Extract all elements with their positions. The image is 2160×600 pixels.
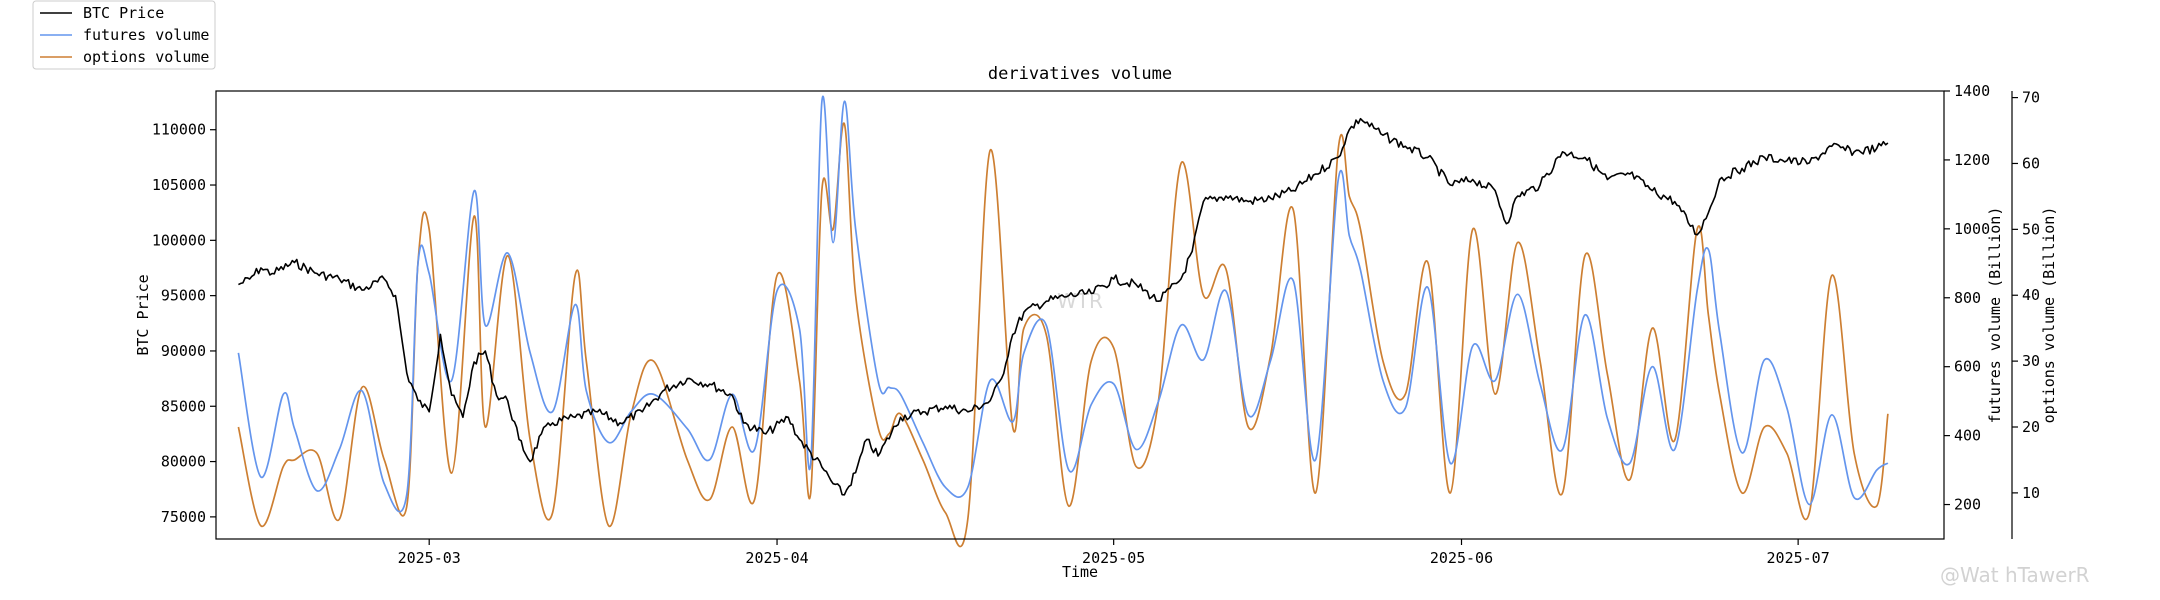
right2-tick-label: 60: [2022, 154, 2040, 172]
chart-title: derivatives volume: [988, 64, 1172, 84]
plot-lines: [237, 95, 1889, 548]
plot-frame: [215, 90, 1945, 540]
right2-tick-label: 40: [2022, 286, 2040, 304]
btc-price-line: [238, 117, 1889, 496]
right1-tick-label: 200: [1954, 496, 1981, 514]
x-tick-label: 2025-06: [1430, 549, 1493, 567]
left-tick-label: 85000: [161, 397, 206, 415]
legend-label-options: options volume: [83, 48, 209, 66]
x-tick-label: 2025-07: [1767, 549, 1830, 567]
right2-tick-label: 10: [2022, 484, 2040, 502]
x-tick-label: 2025-03: [398, 549, 461, 567]
right2-tick-label: 70: [2022, 89, 2040, 107]
right1-tick-label: 1000: [1954, 220, 1990, 238]
left-tick-label: 90000: [161, 342, 206, 360]
futures-volume-line: [237, 95, 1889, 513]
left-axis-ticks: 75000 80000 85000 90000 95000 100000 105000 110…: [152, 121, 216, 526]
left-tick-label: 80000: [161, 453, 206, 471]
watermark-corner: @Wat hTawerR: [1940, 563, 2090, 587]
right-axis-futures-ticks: 200 400 600 800 1000 1200 1400: [1944, 82, 1990, 514]
right2-tick-label: 20: [2022, 418, 2040, 436]
right2-tick-label: 50: [2022, 220, 2040, 238]
right-axis-options-label: options volume (Billion): [2040, 207, 2058, 424]
right1-tick-label: 400: [1954, 427, 1981, 445]
legend-box: [32, 0, 216, 70]
legend-label-btc: BTC Price: [83, 4, 164, 22]
right-axis-options-ticks: 10 20 30 40 50 60 70: [2012, 89, 2040, 502]
x-tick-label: 2025-05: [1082, 549, 1145, 567]
x-tick-label: 2025-04: [745, 549, 808, 567]
options-volume-line: [237, 122, 1889, 548]
left-tick-label: 100000: [152, 231, 206, 249]
right2-tick-label: 30: [2022, 352, 2040, 370]
watermark-center: WTR: [1057, 289, 1103, 313]
right1-tick-label: 1400: [1954, 82, 1990, 100]
legend: BTC Price futures volume options volume: [32, 0, 216, 70]
left-tick-label: 105000: [152, 176, 206, 194]
left-axis-label: BTC Price: [134, 274, 152, 355]
legend-label-futures: futures volume: [83, 26, 209, 44]
x-axis-label: Time: [1062, 563, 1098, 581]
right-axis-futures-label: futures volume (Billion): [1986, 207, 2004, 424]
left-tick-label: 95000: [161, 287, 206, 305]
right1-tick-label: 1200: [1954, 151, 1990, 169]
left-tick-label: 110000: [152, 121, 206, 139]
right1-tick-label: 600: [1954, 358, 1981, 376]
x-axis-ticks: 2025-03 2025-04 2025-05 2025-06 2025-07: [398, 539, 1830, 567]
left-tick-label: 75000: [161, 508, 206, 526]
right1-tick-label: 800: [1954, 289, 1981, 307]
